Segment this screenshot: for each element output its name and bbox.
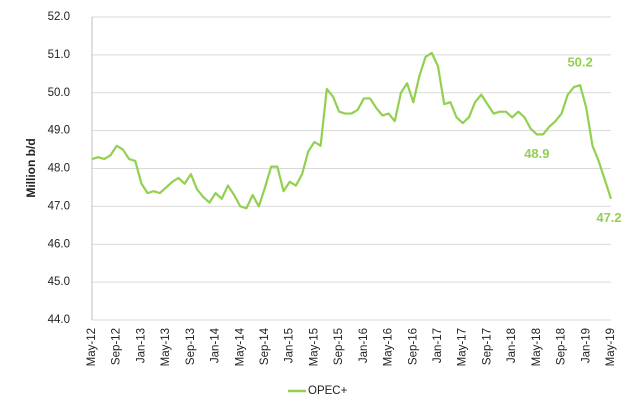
x-tick-label: Jan-14 bbox=[210, 327, 222, 363]
y-tick-label: 46.0 bbox=[48, 238, 70, 250]
y-tick-label: 50.0 bbox=[48, 87, 70, 99]
data-label: 47.2 bbox=[596, 210, 621, 225]
x-tick-label: Sep-14 bbox=[259, 327, 271, 365]
x-tick-label: May-19 bbox=[605, 328, 617, 366]
x-tick-label: May-12 bbox=[86, 328, 98, 366]
y-tick-label: 48.0 bbox=[48, 163, 70, 175]
y-tick-label: 52.0 bbox=[48, 11, 70, 23]
x-tick-label: May-18 bbox=[531, 328, 543, 366]
x-tick-label: Sep-16 bbox=[407, 328, 419, 365]
x-tick-label: Sep-13 bbox=[185, 328, 197, 365]
data-label: 48.9 bbox=[524, 146, 549, 161]
x-tick-label: Jan-16 bbox=[358, 328, 370, 363]
y-tick-label: 47.0 bbox=[48, 200, 70, 212]
x-tick-label: May-15 bbox=[308, 328, 320, 366]
x-tick-label: Sep-18 bbox=[556, 328, 568, 365]
y-axis-title: Million b/d bbox=[24, 138, 38, 197]
x-tick-label: Jan-13 bbox=[135, 328, 147, 363]
x-tick-label: Sep-12 bbox=[111, 328, 123, 365]
x-tick-label: May-14 bbox=[234, 327, 246, 366]
series-line bbox=[91, 51, 613, 210]
y-tick-label: 44.0 bbox=[48, 314, 70, 326]
x-tick-label: Jan-18 bbox=[506, 328, 518, 363]
y-tick-label: 51.0 bbox=[48, 49, 70, 61]
x-tick-label: Jan-19 bbox=[580, 328, 592, 363]
x-tick-label: Sep-17 bbox=[481, 328, 493, 365]
y-tick-label: 45.0 bbox=[48, 276, 70, 288]
data-label: 50.2 bbox=[567, 55, 592, 70]
x-tick-label: Jan-17 bbox=[432, 328, 444, 363]
legend-label: OPEC+ bbox=[308, 385, 348, 397]
x-tick-label: May-13 bbox=[160, 328, 172, 366]
x-tick-label: May-17 bbox=[457, 328, 469, 366]
y-tick-label: 49.0 bbox=[48, 125, 70, 137]
x-tick-label: May-16 bbox=[383, 328, 395, 366]
x-tick-label: Sep-15 bbox=[333, 328, 345, 365]
x-tick-label: Jan-15 bbox=[284, 328, 296, 363]
